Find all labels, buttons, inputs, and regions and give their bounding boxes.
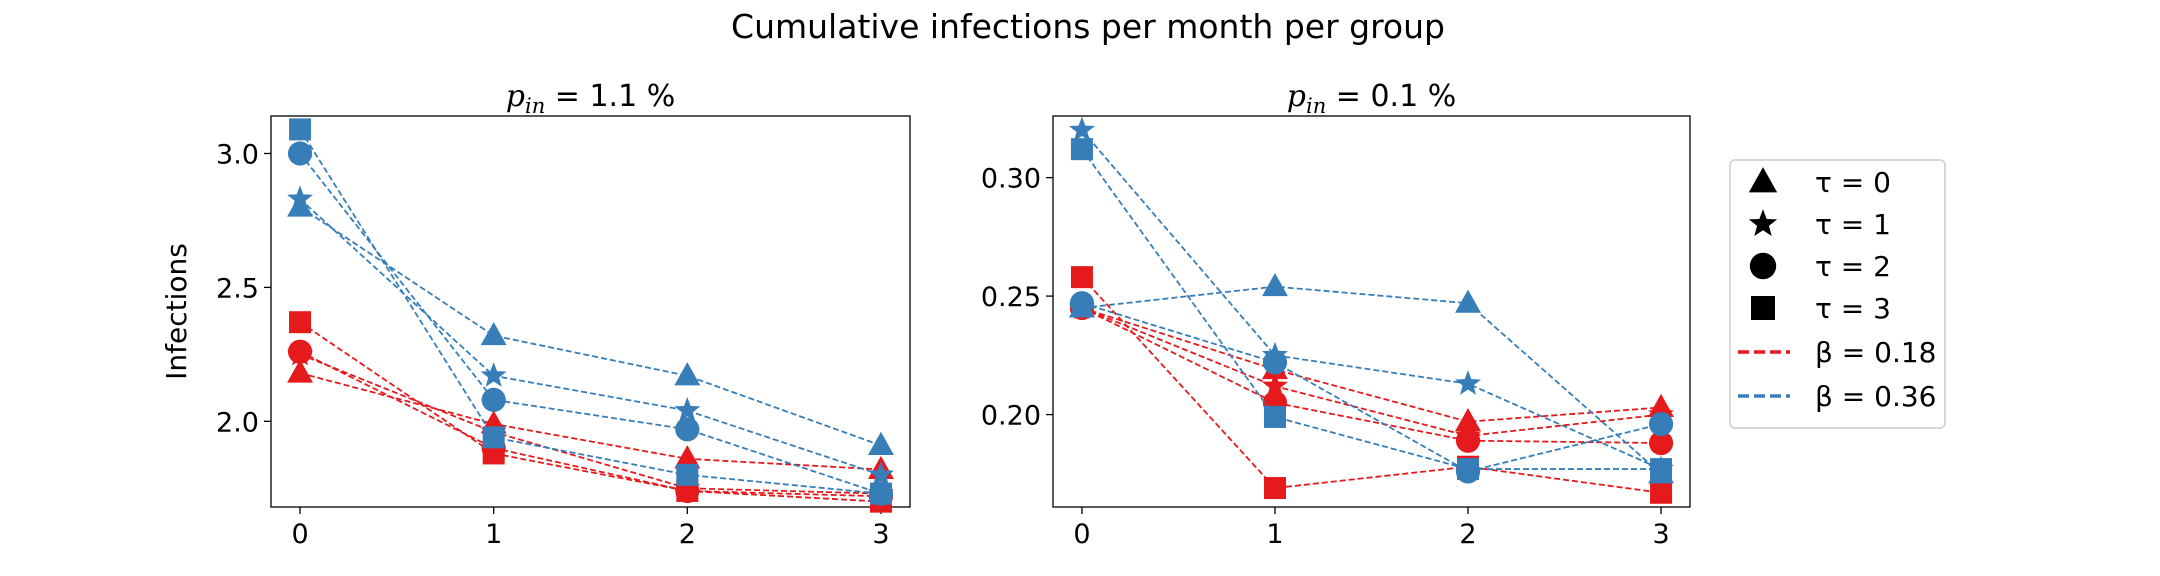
- chart-panel-left: pin = 1.1 % 0 1 2 3 2.0 2.5 3.0 Infections: [160, 79, 911, 550]
- series-line-beta-0.18-tau-2: [1081, 307, 1662, 444]
- data-point-beta-0.18-tau-3: [1263, 477, 1286, 500]
- data-point-beta-0.36-tau-3: [1263, 405, 1286, 428]
- panel-title-subscript: in: [1306, 94, 1326, 118]
- data-point-beta-0.36-tau-0: [287, 193, 314, 217]
- series-line-beta-0.36-tau-2: [299, 152, 882, 495]
- data-point-beta-0.36-tau-0: [1455, 289, 1481, 313]
- data-point-beta-0.36-tau-2: [1069, 291, 1095, 316]
- series-line-beta-0.18-tau-1: [299, 353, 881, 495]
- legend-entry-label: τ = 0: [1815, 166, 1891, 199]
- data-point-beta-0.36-tau-1: [1068, 116, 1095, 142]
- x-tick-label: 1: [1266, 519, 1283, 550]
- data-point-beta-0.36-tau-1: [867, 461, 894, 486]
- y-tick-label: 0.30: [981, 164, 1041, 195]
- figure-title: Cumulative infections per month per grou…: [731, 7, 1445, 46]
- data-point-beta-0.36-tau-3: [869, 482, 892, 505]
- legend-entry-label: β = 0.36: [1815, 380, 1936, 413]
- data-point-beta-0.36-tau-0: [867, 431, 894, 455]
- series-line-beta-0.18-tau-3: [299, 321, 881, 503]
- panel-title-symbol: p: [1287, 79, 1306, 114]
- panel-title-value: = 1.1 %: [545, 79, 675, 114]
- x-tick-label: 3: [1652, 519, 1669, 550]
- legend-marker-square-icon: [1751, 296, 1775, 320]
- series-line-beta-0.18-tau-2: [299, 350, 881, 498]
- data-point-beta-0.36-tau-1: [287, 185, 314, 211]
- data-point-beta-0.36-tau-0: [480, 321, 507, 346]
- panel-title-symbol: p: [506, 79, 525, 114]
- data-point-beta-0.36-tau-3: [676, 463, 699, 486]
- data-point-beta-0.18-tau-0: [674, 445, 701, 469]
- data-point-beta-0.36-tau-2: [1648, 411, 1674, 437]
- series-line-beta-0.36-tau-1: [299, 198, 882, 476]
- data-point-beta-0.36-tau-3: [1070, 138, 1093, 161]
- data-point-beta-0.18-tau-0: [287, 359, 314, 383]
- data-point-beta-0.18-tau-2: [287, 339, 313, 364]
- chart-panel-right: pin = 0.1 % 0 1 2 3 0.20 0.25 0.30: [981, 79, 1691, 550]
- x-tick-label: 0: [1073, 519, 1090, 550]
- series-line-beta-0.18-tau-3: [1081, 276, 1662, 494]
- legend-frame: [1729, 159, 1946, 429]
- y-axis-label: Infections: [160, 243, 193, 380]
- x-tick-label: 3: [872, 519, 889, 550]
- series-line-beta-0.36-tau-3: [299, 128, 882, 495]
- data-point-beta-0.36-tau-1: [480, 362, 507, 387]
- panel-title-subscript: in: [525, 94, 545, 118]
- data-point-beta-0.36-tau-2: [1262, 350, 1288, 375]
- data-point-beta-0.36-tau-2: [481, 387, 506, 412]
- data-point-beta-0.36-tau-1: [1455, 370, 1481, 395]
- y-tick-label: 0.25: [981, 282, 1041, 313]
- series-line-beta-0.36-tau-3: [1081, 148, 1662, 470]
- data-point-beta-0.36-tau-3: [1457, 458, 1480, 481]
- y-tick-label: 0.20: [981, 401, 1041, 432]
- data-point-beta-0.18-tau-2: [1455, 428, 1481, 453]
- axes-frame: [1052, 115, 1691, 508]
- series-line-beta-0.36-tau-0: [299, 206, 882, 447]
- data-point-beta-0.18-tau-2: [1648, 430, 1674, 456]
- x-tick-label: 0: [291, 519, 308, 550]
- series-line-beta-0.18-tau-0: [1081, 307, 1662, 423]
- x-tick-label: 2: [1459, 519, 1476, 550]
- data-point-beta-0.18-tau-3: [289, 311, 312, 334]
- series-line-beta-0.36-tau-2: [1081, 302, 1662, 473]
- data-point-beta-0.18-tau-0: [1455, 408, 1481, 432]
- series-line-beta-0.36-tau-1: [1081, 129, 1662, 470]
- data-point-beta-0.36-tau-3: [482, 426, 505, 449]
- legend-entry-label: β = 0.18: [1815, 336, 1936, 369]
- legend-entry-label: τ = 2: [1815, 250, 1891, 283]
- series-line-beta-0.18-tau-1: [1081, 307, 1662, 437]
- panel-title: pin = 1.1 %: [506, 79, 675, 118]
- data-point-beta-0.36-tau-3: [1650, 458, 1673, 481]
- data-point-beta-0.18-tau-3: [1070, 266, 1093, 289]
- legend-entry-label: τ = 1: [1815, 208, 1891, 241]
- data-point-beta-0.36-tau-2: [287, 141, 313, 166]
- panel-title: pin = 0.1 %: [1287, 79, 1456, 118]
- x-tick-label: 1: [485, 519, 502, 550]
- x-tick-label: 2: [679, 519, 696, 550]
- y-tick-label: 3.0: [216, 139, 259, 170]
- data-point-beta-0.36-tau-0: [674, 362, 701, 386]
- legend: τ = 0 τ = 1 τ = 2 τ = 3 β = 0.18 β = 0.36: [1729, 159, 1946, 429]
- y-tick-label: 2.0: [216, 407, 259, 438]
- data-point-beta-0.18-tau-3: [1650, 481, 1673, 504]
- axes-frame: [270, 115, 911, 508]
- y-tick-label: 2.5: [216, 273, 259, 304]
- data-point-beta-0.36-tau-1: [674, 396, 701, 422]
- data-point-beta-0.18-tau-1: [1262, 372, 1288, 398]
- legend-marker-star-icon: [1748, 209, 1778, 237]
- panel-title-value: = 0.1 %: [1326, 79, 1456, 114]
- series-line-beta-0.18-tau-0: [299, 372, 881, 471]
- data-point-beta-0.36-tau-2: [675, 417, 700, 442]
- data-point-beta-0.36-tau-3: [289, 118, 312, 141]
- legend-marker-circle-icon: [1749, 252, 1777, 280]
- legend-entry-label: τ = 3: [1815, 292, 1891, 325]
- legend-marker-triangle-icon: [1748, 167, 1778, 193]
- data-point-beta-0.36-tau-0: [1262, 272, 1288, 297]
- series-line-beta-0.36-tau-0: [1081, 285, 1662, 475]
